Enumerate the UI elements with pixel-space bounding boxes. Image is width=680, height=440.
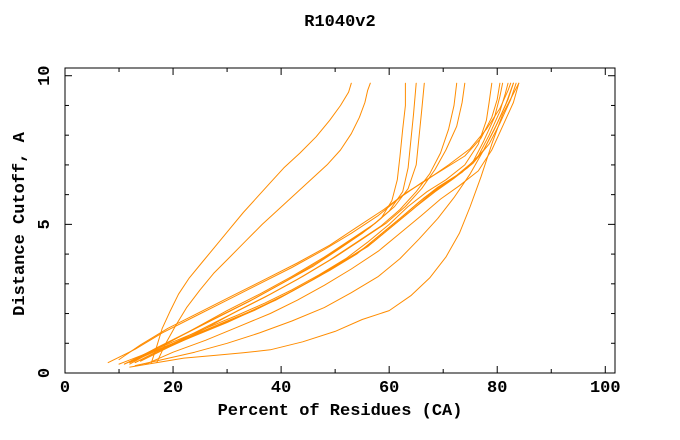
model-curve-model-12	[140, 82, 517, 362]
model-curve-model-15	[145, 82, 520, 365]
plot-frame	[64, 67, 616, 374]
x-tick-label: 20	[163, 379, 183, 398]
model-curve-model-08	[118, 82, 493, 365]
model-curve-model-01	[150, 82, 352, 364]
x-tick-label: 40	[271, 379, 291, 398]
model-curve-model-04	[129, 82, 417, 364]
x-tick-label: 0	[60, 379, 70, 398]
y-tick-label: 5	[36, 219, 55, 229]
axis-ticks	[64, 68, 615, 374]
x-tick-label: 100	[590, 379, 621, 398]
model-curve-model-17	[134, 82, 514, 367]
x-axis-label: Percent of Residues (CA)	[218, 402, 463, 421]
model-curve-model-07	[140, 82, 466, 362]
chart-title: R1040v2	[304, 13, 375, 32]
model-curves	[107, 82, 520, 368]
model-curve-model-13	[107, 82, 501, 364]
model-curve-model-06	[134, 82, 458, 364]
x-tick-label: 60	[379, 379, 399, 398]
model-curve-model-16	[129, 82, 520, 368]
y-axis-label: Distance Cutoff, A	[11, 131, 30, 315]
x-tick-label: 80	[487, 379, 507, 398]
model-curve-model-02	[156, 82, 371, 364]
y-tick-label: 0	[36, 368, 55, 378]
model-curve-model-05	[129, 82, 425, 365]
model-curve-model-03	[123, 82, 406, 365]
axis-tick-labels: 0 20 40 60 80 100 0 5 10	[36, 66, 621, 398]
y-tick-label: 10	[36, 66, 55, 86]
model-curve-model-14	[118, 82, 512, 361]
